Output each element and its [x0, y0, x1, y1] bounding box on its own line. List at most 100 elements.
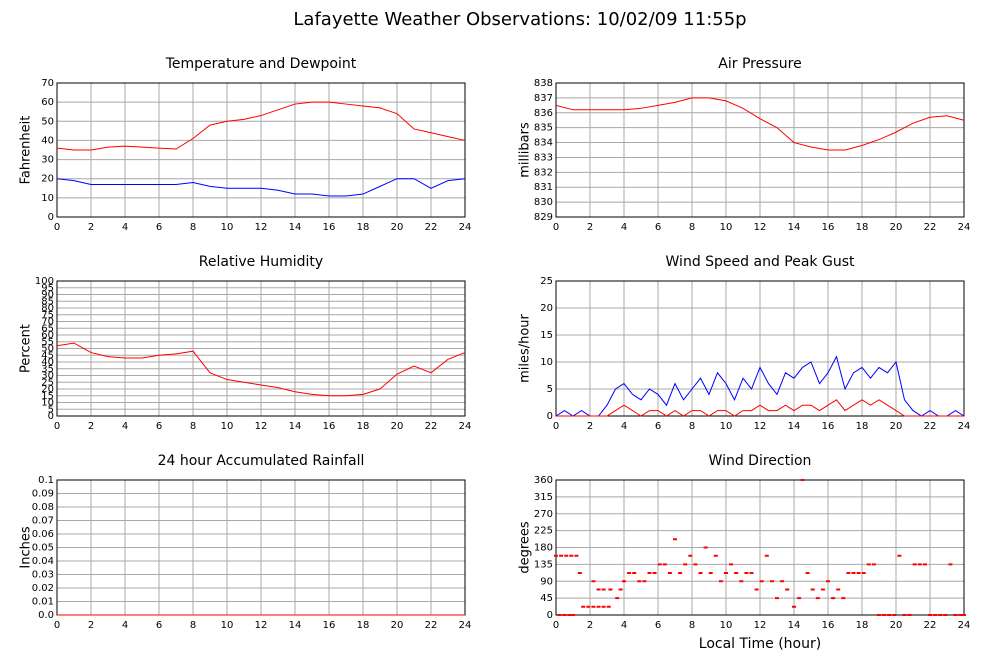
x-tick-label: 10 [221, 421, 234, 432]
x-tick-label: 22 [924, 222, 937, 233]
data-line [56, 342, 466, 397]
x-tick-label: 10 [221, 620, 234, 631]
x-tick-label: 24 [459, 620, 472, 631]
x-tick-label: 16 [323, 421, 336, 432]
y-tick-label: 225 [534, 526, 553, 537]
data-point [902, 614, 907, 616]
data-point [775, 597, 779, 600]
data-point [596, 588, 601, 591]
y-axis-label: degrees [518, 521, 533, 574]
plot-frame [555, 280, 965, 417]
x-tick-label: 22 [425, 222, 438, 233]
y-tick-label: 831 [534, 182, 553, 193]
data-point [792, 605, 796, 608]
data-point [820, 588, 825, 591]
data-point [780, 580, 785, 583]
chart-title: Air Pressure [718, 56, 801, 72]
x-tick-label: 6 [156, 620, 162, 631]
y-tick-label: 50 [41, 344, 54, 355]
data-point [912, 563, 917, 566]
data-point [574, 554, 579, 557]
y-tick-label: 10 [540, 357, 553, 368]
data-point [698, 572, 703, 574]
data-point [683, 563, 688, 566]
data-point [562, 614, 567, 616]
data-point [877, 614, 881, 616]
y-tick-label: 70 [41, 317, 54, 328]
y-tick-label: 50 [41, 116, 54, 127]
y-tick-label: 80 [41, 303, 54, 314]
data-point [892, 614, 897, 616]
y-tick-label: 0.04 [32, 556, 54, 567]
data-point [627, 572, 632, 574]
data-point [729, 563, 734, 566]
y-tick-label: 837 [534, 93, 553, 104]
data-point [615, 597, 620, 600]
data-point [871, 563, 876, 566]
y-axis-label: millibars [518, 122, 533, 178]
x-tick-label: 18 [357, 620, 370, 631]
y-tick-label: 40 [41, 135, 54, 146]
y-tick-label: 836 [534, 108, 553, 119]
y-tick-label: 20 [41, 174, 54, 185]
data-line [56, 101, 466, 151]
chart: 0 2 4 6 8 10 12 14 16 18 20 22 240510152025303540455… [19, 254, 472, 432]
y-tick-label: 45 [540, 593, 553, 604]
y-tick-label: 0.03 [32, 570, 54, 581]
x-tick-label: 16 [323, 222, 336, 233]
y-tick-label: 30 [41, 155, 54, 166]
x-tick-label: 6 [655, 620, 661, 631]
y-tick-label: 0.0 [38, 610, 54, 621]
x-tick-label: 12 [255, 421, 268, 432]
x-tick-label: 12 [754, 421, 767, 432]
data-point [953, 614, 958, 616]
x-tick-label: 18 [856, 620, 869, 631]
x-tick-label: 6 [156, 222, 162, 233]
y-tick-label: 25 [41, 377, 54, 388]
x-tick-label: 12 [754, 222, 767, 233]
y-tick-label: 25 [540, 276, 553, 287]
y-tick-label: 100 [35, 276, 54, 287]
y-tick-label: 180 [534, 543, 553, 554]
x-tick-label: 0 [553, 222, 559, 233]
data-point [569, 554, 574, 557]
data-point [724, 572, 728, 574]
x-tick-label: 24 [459, 222, 472, 233]
x-tick-label: 14 [289, 222, 302, 233]
x-tick-label: 4 [621, 222, 627, 233]
y-tick-label: 835 [534, 123, 553, 134]
y-tick-label: 45 [41, 350, 54, 361]
x-tick-label: 12 [255, 620, 268, 631]
y-tick-label: 90 [540, 576, 553, 587]
data-point [769, 580, 774, 583]
data-point [608, 588, 613, 591]
x-tick-label: 20 [391, 421, 404, 432]
x-tick-label: 6 [156, 421, 162, 432]
y-tick-label: 55 [41, 337, 54, 348]
data-point [805, 572, 810, 574]
x-tick-label: 0 [553, 620, 559, 631]
x-tick-label: 8 [689, 222, 695, 233]
data-point [693, 563, 698, 566]
y-tick-label: 95 [41, 283, 54, 294]
y-tick-label: 35 [41, 364, 54, 375]
x-tick-label: 2 [88, 222, 94, 233]
data-point [678, 572, 683, 574]
y-tick-label: 20 [41, 384, 54, 395]
y-axis-label: Inches [19, 526, 34, 568]
x-tick-label: 2 [587, 421, 593, 432]
data-point [601, 605, 606, 608]
y-tick-label: 0.01 [32, 597, 54, 608]
x-tick-label: 2 [587, 620, 593, 631]
x-tick-label: 24 [958, 620, 971, 631]
chart-title: 24 hour Accumulated Rainfall [158, 453, 365, 469]
y-tick-label: 838 [534, 78, 553, 89]
data-point [866, 563, 871, 566]
data-point [815, 597, 820, 600]
x-tick-label: 14 [788, 222, 801, 233]
x-tick-label: 22 [924, 620, 937, 631]
y-tick-label: 20 [540, 303, 553, 314]
x-tick-label: 16 [822, 222, 835, 233]
y-tick-label: 360 [534, 475, 553, 486]
